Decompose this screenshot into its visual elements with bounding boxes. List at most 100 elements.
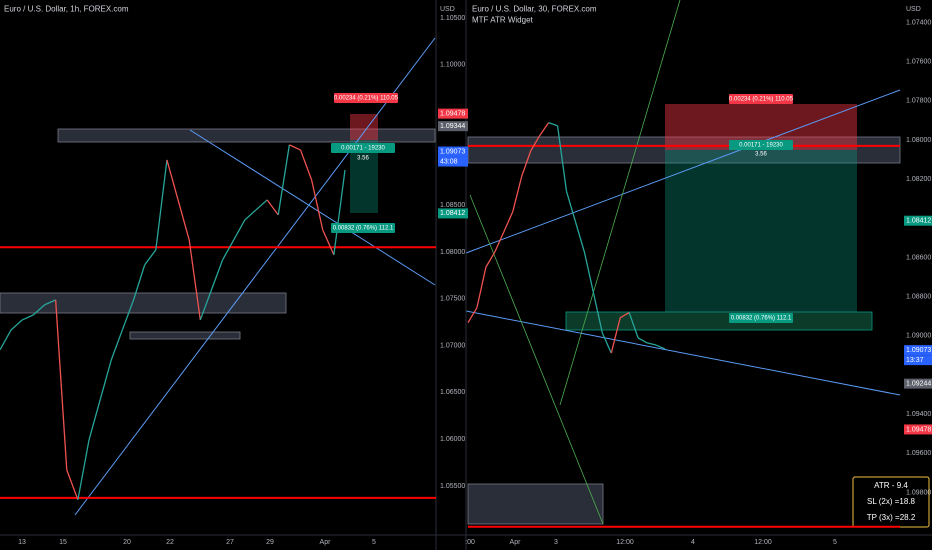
price-segment xyxy=(646,342,657,346)
price-segment xyxy=(54,299,68,470)
price-segment xyxy=(132,264,146,301)
chart-title: Euro / U.S. Dollar, 1h, FOREX.com xyxy=(4,5,129,14)
y-tick-label: 1.09400 xyxy=(906,411,931,418)
annotation-box xyxy=(729,313,793,323)
price-segment xyxy=(299,149,313,181)
annotation-box xyxy=(331,143,395,153)
price-segment xyxy=(539,122,550,137)
price-segment xyxy=(210,259,224,291)
zone xyxy=(57,128,436,143)
price-label-box xyxy=(904,424,932,435)
price-segment xyxy=(619,311,630,319)
y-tick-label: 1.08000 xyxy=(440,249,465,256)
annotation: 0.00234 (0.21%) 110.05 xyxy=(729,97,794,103)
price-segment xyxy=(66,469,79,501)
price-segment xyxy=(110,329,124,361)
price-segment xyxy=(199,289,213,321)
price-segment xyxy=(99,359,112,401)
price-label-box xyxy=(904,215,932,226)
annotation-box xyxy=(729,94,793,104)
price-segment xyxy=(266,199,279,216)
price-segment xyxy=(610,317,621,354)
axis-label: USD xyxy=(440,6,455,13)
zone xyxy=(129,331,241,340)
target-zone xyxy=(665,150,857,312)
chart-title: Euro / U.S. Dollar, 30, FOREX.com xyxy=(472,5,597,14)
price-segment xyxy=(503,211,514,233)
y-tick-label: 1.10000 xyxy=(440,62,465,69)
x-tick-label: 29 xyxy=(266,539,274,546)
y-tick-label: 1.08200 xyxy=(906,176,931,183)
x-tick-label: 12:00 xyxy=(616,539,634,546)
price-segment xyxy=(32,304,45,316)
price-segment xyxy=(485,251,496,268)
widget-text: ATR - 9.4 xyxy=(874,481,908,490)
x-tick-label: 27 xyxy=(226,539,234,546)
price-segment xyxy=(476,266,487,308)
y-tick-label: 1.09000 xyxy=(906,333,931,340)
price-segment xyxy=(556,125,568,192)
countdown: 43:08 xyxy=(440,158,458,165)
y-tick-label: 1.07600 xyxy=(906,59,931,66)
price-segment xyxy=(121,299,135,331)
y-tick-label: 1.07400 xyxy=(906,19,931,26)
price-segment xyxy=(277,144,290,216)
price-label-box xyxy=(904,378,932,389)
price-label-box xyxy=(438,208,468,219)
price-segment xyxy=(0,329,12,351)
price-label: 1.09478 xyxy=(906,426,931,433)
price-label: 1.09073 xyxy=(440,148,465,155)
trendline xyxy=(74,37,436,516)
trendline xyxy=(189,129,436,286)
price-segment xyxy=(21,314,34,321)
annotation: 0.00832 (0.76%) 112.1 xyxy=(731,316,792,322)
price-segment xyxy=(322,229,335,256)
price-segment xyxy=(494,231,505,253)
price-segment xyxy=(310,179,324,231)
countdown-box xyxy=(904,355,932,366)
price-segment xyxy=(601,332,612,354)
price-segment xyxy=(592,292,603,334)
y-tick-label: 1.08800 xyxy=(906,294,931,301)
price-segment xyxy=(155,159,168,250)
price-segment xyxy=(467,307,478,324)
price-segment xyxy=(565,191,577,222)
price-label: 1.09478 xyxy=(440,110,465,117)
y-tick-label: 1.06500 xyxy=(440,389,465,396)
countdown: 13:37 xyxy=(906,357,924,364)
annotation: 3.56 xyxy=(357,156,369,162)
annotation: 0.00832 (0.76%) 112.1 xyxy=(333,226,394,232)
annotation: 0.00234 (0.21%) 110.05 xyxy=(334,96,399,102)
chart-subtitle: MTF ATR Widget xyxy=(472,16,534,25)
price-label: 1.09073 xyxy=(906,347,931,354)
x-tick-label: 13 xyxy=(18,539,26,546)
price-segment xyxy=(233,219,246,241)
price-segment xyxy=(77,439,90,500)
zone xyxy=(467,483,604,525)
price-segment xyxy=(255,199,268,211)
price-segment xyxy=(144,249,157,266)
y-tick-label: 1.07800 xyxy=(906,98,931,105)
stop-zone xyxy=(350,114,378,140)
zone xyxy=(0,292,287,314)
y-tick-label: 1.09600 xyxy=(906,450,931,457)
annotation: 0.00171 - 19230 xyxy=(341,146,385,152)
x-tick-label: 22 xyxy=(166,539,174,546)
price-segment xyxy=(512,176,523,212)
price-label: 1.08412 xyxy=(440,210,465,217)
price-label-box xyxy=(438,108,468,119)
x-tick-label: Apr xyxy=(510,539,522,546)
price-segment xyxy=(289,144,301,151)
price-label-box xyxy=(438,121,468,132)
x-tick-label: :00 xyxy=(465,539,475,546)
x-tick-label: 4 xyxy=(691,539,695,546)
price-segment xyxy=(10,319,23,331)
y-tick-label: 1.08000 xyxy=(906,137,931,144)
annotation-box xyxy=(331,223,395,233)
price-segment xyxy=(244,209,257,221)
countdown-box xyxy=(438,156,468,167)
price-segment xyxy=(88,399,101,440)
price-label-box xyxy=(904,345,932,356)
price-label-box xyxy=(438,146,468,157)
y-tick-label: 1.06000 xyxy=(440,436,465,443)
